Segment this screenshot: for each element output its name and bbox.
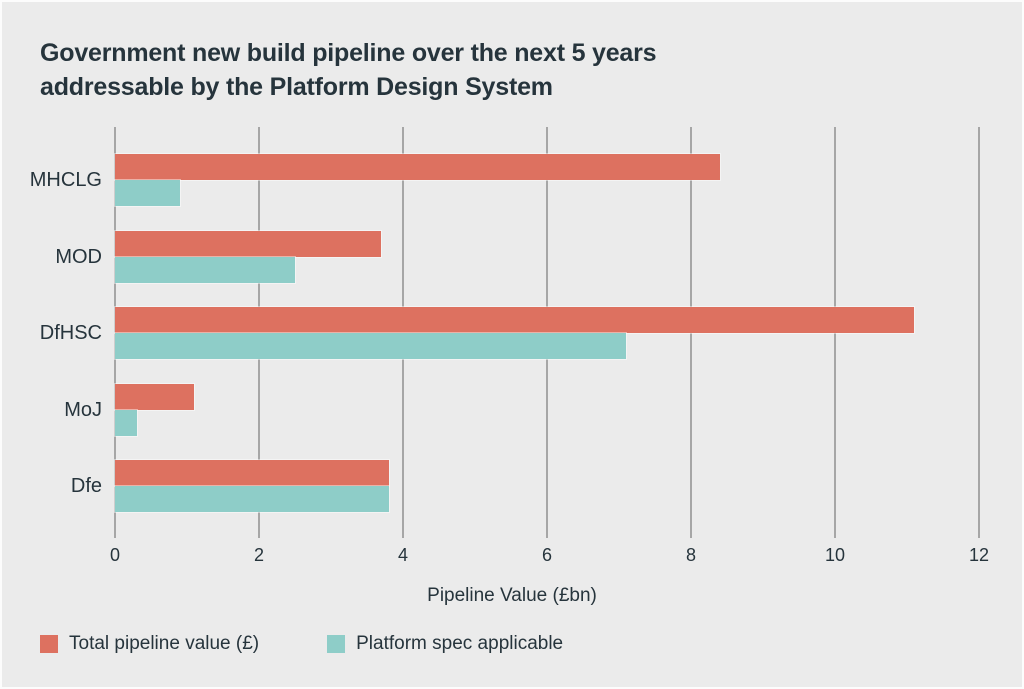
legend-swatch-total-pipeline (40, 635, 58, 653)
legend-item-platform-spec: Platform spec applicable (327, 633, 563, 655)
bar-MoJ-platform (115, 409, 137, 436)
bar-DfHSC-total (115, 307, 915, 333)
category-label-MHCLG: MHCLG (29, 169, 102, 191)
legend-label-platform-spec: Platform spec applicable (356, 633, 564, 654)
x-tick-label-12: 12 (968, 545, 990, 565)
bar-Dfe-total (115, 460, 389, 486)
x-tick-label-10: 10 (824, 545, 846, 565)
category-label-MoJ: MoJ (64, 398, 102, 421)
legend-swatch-platform-spec (327, 635, 346, 653)
bar-MHCLG-platform (115, 180, 180, 206)
bar-MOD-platform (115, 256, 295, 283)
bar-MOD-total (115, 230, 382, 257)
legend-item-total-pipeline: Total pipeline value (£) (40, 633, 259, 655)
bar-Dfe-platform (115, 486, 389, 512)
bar-MoJ-total (115, 383, 195, 410)
chart-title-line1: Government new build pipeline over the n… (40, 39, 657, 67)
x-tick-label-8: 8 (685, 545, 696, 565)
bar-DfHSC-platform (115, 333, 627, 359)
bar-MHCLG-total (115, 154, 720, 180)
category-label-MOD: MOD (55, 245, 102, 268)
category-label-DfHSC: DfHSC (39, 322, 102, 344)
x-tick-label-6: 6 (541, 545, 552, 565)
x-tick-label-2: 2 (253, 545, 264, 565)
x-axis-title: Pipeline Value (£bn) (427, 585, 597, 606)
gridline-x-12 (978, 127, 980, 538)
x-tick-label-0: 0 (109, 545, 120, 565)
chart-title: Government new build pipeline over the n… (40, 36, 657, 104)
legend-label-total-pipeline: Total pipeline value (£) (69, 633, 260, 654)
chart-title-line2: addressable by the Platform Design Syste… (40, 73, 553, 101)
category-label-Dfe: Dfe (70, 475, 102, 497)
x-tick-label-4: 4 (397, 545, 408, 565)
legend: Total pipeline value (£) Platform spec a… (40, 633, 563, 655)
